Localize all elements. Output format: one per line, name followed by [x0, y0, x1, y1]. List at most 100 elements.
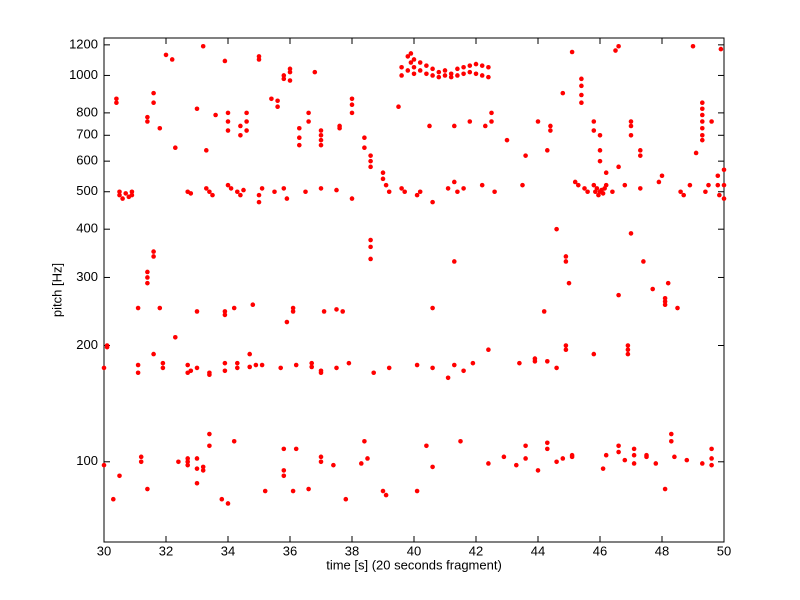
point [656, 179, 662, 185]
point [616, 443, 621, 449]
point [399, 64, 404, 70]
point [331, 462, 336, 468]
point [603, 170, 609, 176]
point [700, 137, 705, 143]
point [700, 106, 705, 112]
point [334, 365, 339, 371]
point [151, 351, 156, 357]
point [579, 100, 584, 106]
point [349, 96, 355, 102]
x-tick-label: 50 [717, 543, 731, 558]
point [188, 191, 194, 196]
point [430, 365, 435, 371]
point [281, 473, 287, 479]
point [700, 461, 705, 466]
point [309, 360, 315, 366]
point [467, 63, 473, 68]
y-tick-label: 100 [76, 453, 98, 468]
x-tick-label: 44 [531, 543, 545, 558]
point [318, 142, 324, 148]
point [365, 456, 370, 461]
point [408, 60, 414, 65]
x-tick-label: 40 [407, 543, 421, 558]
point [594, 186, 600, 191]
point [473, 71, 479, 77]
point [297, 142, 302, 148]
point [681, 192, 686, 198]
point [349, 196, 355, 201]
x-tick-label: 32 [159, 543, 173, 558]
point [693, 150, 699, 156]
point [386, 365, 392, 371]
point [709, 456, 714, 461]
x-tick-label: 38 [345, 543, 359, 558]
point [631, 446, 637, 452]
point [436, 69, 442, 75]
point [709, 446, 714, 452]
point [486, 461, 491, 466]
point [362, 438, 367, 444]
x-tick-label: 30 [97, 543, 111, 558]
point [700, 132, 705, 138]
point [235, 360, 240, 366]
point [638, 153, 643, 158]
point [306, 486, 311, 492]
point [120, 196, 125, 201]
point [662, 299, 668, 304]
point [129, 189, 135, 195]
point [349, 102, 355, 107]
point [396, 104, 401, 110]
point [700, 119, 705, 124]
point [665, 280, 671, 286]
point [368, 244, 373, 250]
point [641, 259, 646, 264]
point [424, 71, 429, 77]
point [554, 459, 559, 465]
point [678, 189, 683, 195]
point [145, 280, 150, 286]
point [185, 459, 190, 465]
point [461, 71, 466, 77]
point [318, 128, 324, 133]
point [368, 164, 373, 170]
point [467, 69, 473, 75]
point [238, 132, 243, 138]
x-tick-label: 36 [283, 543, 297, 558]
point [535, 119, 541, 124]
point [523, 456, 528, 461]
point [117, 192, 122, 198]
point [231, 438, 237, 444]
point [222, 309, 228, 314]
point [281, 446, 287, 452]
point [138, 454, 144, 460]
point [548, 123, 553, 129]
point [151, 100, 156, 106]
point [380, 488, 386, 494]
point [117, 189, 122, 195]
point [259, 186, 265, 191]
point [721, 167, 727, 173]
point [517, 360, 522, 366]
point [715, 182, 721, 188]
point [284, 319, 290, 325]
point [225, 501, 231, 506]
point [303, 189, 308, 195]
point [417, 60, 423, 65]
point [430, 73, 435, 78]
y-tick-label: 300 [76, 269, 98, 284]
point [455, 189, 460, 195]
point [408, 51, 414, 56]
point [721, 182, 727, 188]
point [672, 454, 677, 460]
point [160, 360, 166, 366]
point [653, 461, 659, 466]
point [411, 71, 417, 77]
point [287, 78, 293, 83]
point [452, 123, 457, 129]
point [628, 132, 634, 138]
point [250, 302, 256, 308]
point [194, 456, 200, 461]
point [452, 362, 457, 368]
point [405, 68, 411, 73]
